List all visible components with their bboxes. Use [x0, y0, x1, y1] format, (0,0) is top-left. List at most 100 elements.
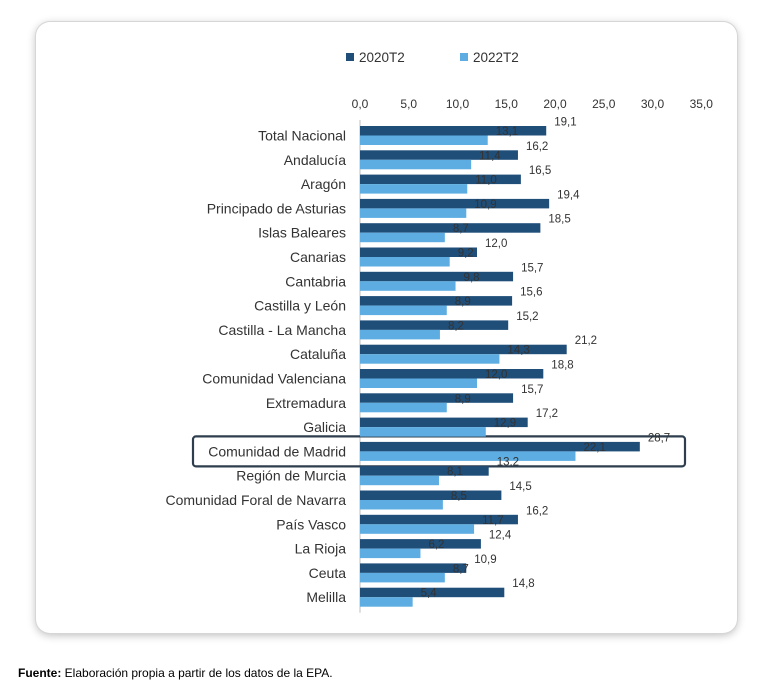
category-label: Extremadura	[266, 395, 346, 411]
data-label-2020t2: 16,2	[526, 505, 548, 517]
bar-2022t2	[360, 257, 450, 267]
category-label: Andalucía	[284, 152, 346, 168]
bar-2020t2	[360, 417, 528, 428]
bar-2020t2	[360, 126, 547, 136]
category-label: Cantabria	[285, 273, 346, 289]
source-text: Elaboración propia a partir de los datos…	[61, 666, 333, 680]
data-label-2022t2: 6,2	[428, 539, 444, 551]
chart-legend: 2020T2 2022T2	[346, 50, 519, 65]
bar-2020t2	[360, 539, 481, 549]
category-label: Castilla y León	[254, 298, 346, 314]
bar-2022t2	[360, 500, 443, 510]
data-label-2020t2: 15,6	[520, 287, 542, 299]
bar-2022t2	[360, 305, 447, 316]
bar-2020t2	[360, 490, 502, 500]
data-label-2020t2: 18,8	[551, 360, 573, 372]
category-label: Islas Baleares	[258, 225, 346, 241]
data-label-2022t2: 8,2	[448, 320, 464, 332]
data-label-2020t2: 13,2	[497, 457, 519, 469]
bar-2020t2	[360, 320, 509, 330]
data-labels: 19,1 13,1 16,2 11,4 16,5 11,0 19,4 10,9 18,5 8,7 1…	[421, 117, 671, 600]
data-label-2022t2: 10,9	[474, 199, 496, 211]
bar-2020t2	[360, 563, 467, 573]
bar-2022t2	[360, 159, 472, 170]
category-label: Melilla	[306, 589, 346, 605]
data-label-2022t2: 8,5	[451, 491, 467, 503]
data-label-2020t2: 17,2	[536, 408, 558, 420]
bar-2022t2	[360, 402, 447, 413]
bar-2020t2	[360, 369, 544, 379]
x-tick-label: 25,0	[592, 97, 616, 111]
bar-2022t2	[360, 232, 445, 243]
bar-2020t2	[360, 247, 477, 257]
data-label-2022t2: 12,0	[485, 369, 507, 381]
bar-2022t2	[360, 597, 413, 607]
bar-2022t2	[360, 451, 576, 461]
data-label-2020t2: 16,2	[526, 141, 548, 153]
data-label-2020t2: 19,1	[554, 117, 576, 129]
category-label: Aragón	[301, 176, 346, 192]
bar-2020t2	[360, 393, 514, 403]
bar-2022t2	[360, 135, 488, 145]
bar-2022t2	[360, 427, 486, 437]
data-label-2020t2: 18,5	[548, 214, 570, 226]
data-label-2020t2: 15,7	[521, 384, 543, 396]
bar-2020t2	[360, 150, 518, 160]
category-label: Total Nacional	[258, 128, 346, 144]
bar-2020t2	[360, 587, 505, 598]
category-label: Comunidad de Madrid	[208, 443, 346, 459]
bar-2022t2	[360, 208, 467, 218]
data-label-2020t2: 12,4	[489, 530, 512, 542]
bar-2020t2	[360, 441, 640, 452]
bar-2020t2	[360, 466, 489, 476]
bar-2022t2	[360, 184, 468, 194]
data-label-2022t2: 22,1	[583, 442, 605, 454]
data-label-2020t2: 19,4	[557, 189, 580, 201]
x-tick-label: 10,0	[446, 97, 470, 111]
x-tick-label: 0,0	[352, 97, 369, 111]
bars	[360, 126, 640, 607]
bar-2022t2	[360, 524, 475, 534]
x-tick-label: 5,0	[400, 97, 417, 111]
bar-2022t2	[360, 329, 440, 340]
source-label: Fuente:	[18, 666, 62, 680]
x-tick-label: 20,0	[543, 97, 567, 111]
data-label-2022t2: 8,1	[447, 466, 463, 478]
data-label-2020t2: 28,7	[648, 432, 670, 444]
bar-2020t2	[360, 271, 514, 282]
bar-2020t2	[360, 223, 541, 233]
category-label: Castilla - La Mancha	[218, 322, 346, 338]
legend-label-1: 2020T2	[359, 50, 405, 65]
category-label: Galicia	[303, 419, 346, 435]
legend-swatch-2	[460, 53, 468, 61]
bar-2022t2	[360, 281, 456, 291]
data-label-2020t2: 14,5	[509, 481, 531, 493]
x-tick-label: 15,0	[495, 97, 519, 111]
category-label: Ceuta	[309, 565, 347, 581]
category-label: País Vasco	[276, 516, 346, 532]
bar-2020t2	[360, 344, 567, 355]
bar-2020t2	[360, 514, 518, 525]
data-label-2022t2: 9,2	[458, 248, 474, 260]
data-label-2022t2: 11,0	[475, 175, 497, 187]
data-label-2020t2: 21,2	[575, 335, 597, 347]
category-label: Canarias	[290, 249, 346, 265]
category-label: Cataluña	[290, 346, 346, 362]
data-label-2022t2: 8,7	[453, 223, 469, 235]
data-label-2022t2: 13,1	[496, 126, 518, 138]
category-label: Principado de Asturias	[207, 200, 346, 216]
data-label-2020t2: 10,9	[474, 554, 496, 566]
legend-label-2: 2022T2	[473, 50, 519, 65]
source-note: Fuente: Elaboración propia a partir de l…	[18, 666, 333, 680]
data-label-2022t2: 5,4	[421, 588, 438, 600]
data-label-2022t2: 11,7	[482, 515, 504, 527]
bar-2020t2	[360, 198, 550, 209]
bar-2020t2	[360, 174, 521, 185]
category-label: La Rioja	[295, 541, 347, 557]
data-label-2020t2: 15,7	[521, 262, 543, 274]
data-label-2022t2: 8,9	[455, 296, 471, 308]
data-label-2020t2: 16,5	[529, 165, 551, 177]
data-label-2020t2: 15,2	[516, 311, 538, 323]
data-label-2020t2: 14,8	[512, 578, 534, 590]
category-label: Comunidad Foral de Navarra	[165, 492, 346, 508]
